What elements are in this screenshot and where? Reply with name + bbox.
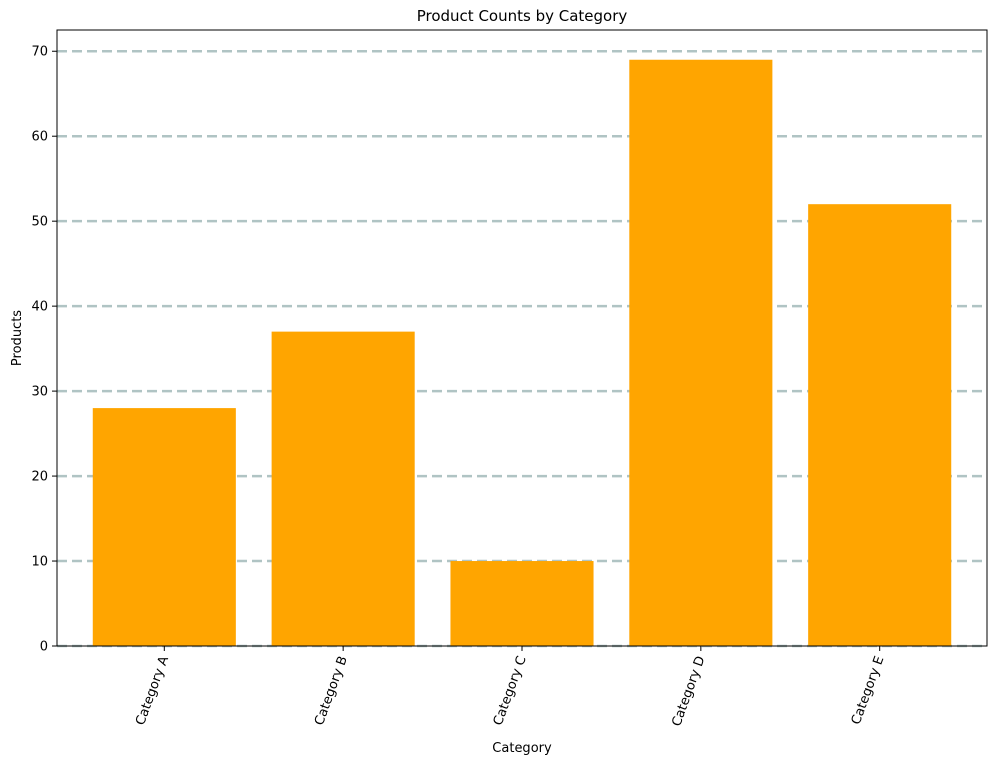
bar-category-c bbox=[450, 561, 594, 646]
x-tick-label-4: Category E bbox=[849, 654, 888, 727]
y-tick-label-0: 0 bbox=[40, 640, 48, 655]
bar-category-e bbox=[808, 204, 952, 646]
bar-category-d bbox=[629, 59, 773, 647]
x-axis-ticks: Category A Category B Category C Category D… bbox=[133, 646, 887, 728]
y-tick-label-2: 20 bbox=[31, 470, 48, 485]
y-axis-ticks: 0 10 20 30 40 50 60 70 bbox=[31, 45, 57, 655]
bars bbox=[92, 59, 952, 647]
y-tick-label-4: 40 bbox=[31, 300, 48, 315]
x-tick-label-1: Category B bbox=[312, 654, 351, 727]
x-tick-label-2: Category C bbox=[491, 654, 530, 727]
x-tick-label-0: Category A bbox=[133, 654, 172, 727]
y-tick-label-1: 10 bbox=[31, 555, 48, 570]
y-tick-label-5: 50 bbox=[31, 215, 48, 230]
bar-category-b bbox=[271, 331, 415, 646]
y-tick-label-3: 30 bbox=[31, 385, 48, 400]
x-axis-title: Category bbox=[492, 741, 552, 756]
y-tick-label-6: 60 bbox=[31, 130, 48, 145]
chart-title: Product Counts by Category bbox=[417, 7, 628, 25]
y-axis-title: Products bbox=[10, 310, 25, 366]
y-tick-label-7: 70 bbox=[31, 45, 48, 60]
bar-category-a bbox=[92, 408, 236, 646]
x-tick-label-3: Category D bbox=[669, 654, 708, 728]
